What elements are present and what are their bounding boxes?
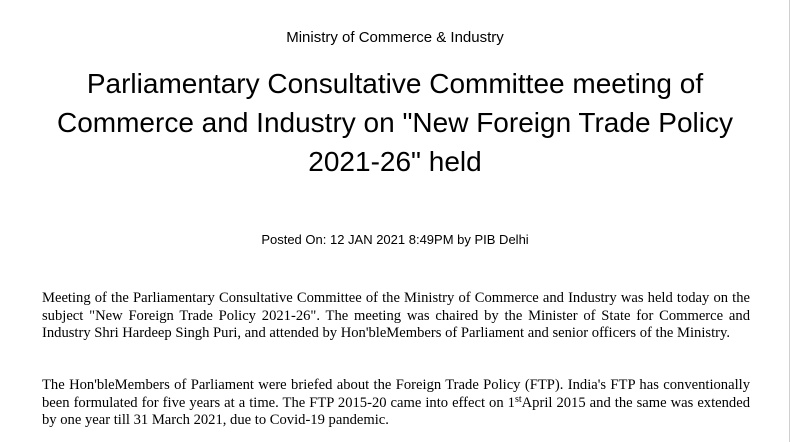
ordinal-superscript: st xyxy=(514,393,522,405)
posted-date-line: Posted On: 12 JAN 2021 8:49PM by PIB Del… xyxy=(261,232,529,247)
page-title: Parliamentary Consultative Committee mee… xyxy=(56,68,733,177)
ministry-name: Ministry of Commerce & Industry xyxy=(286,29,504,46)
paragraph-2-text-before: The Hon'bleMembers of Parliament were br… xyxy=(42,377,750,411)
body-paragraph-2: The Hon'bleMembers of Parliament were br… xyxy=(42,377,750,430)
page-right-border xyxy=(789,0,790,442)
body-paragraph-1: Meeting of the Parliamentary Consultativ… xyxy=(42,290,750,341)
paragraph-2-text-after: April 2015 and the same was extended by … xyxy=(42,394,751,429)
